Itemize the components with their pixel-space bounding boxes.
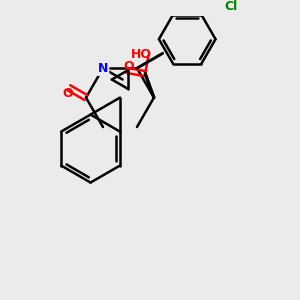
Text: Cl: Cl <box>225 0 238 13</box>
Text: O: O <box>123 60 134 73</box>
Text: N: N <box>98 62 108 75</box>
Text: HO: HO <box>131 48 152 61</box>
Text: O: O <box>62 87 73 100</box>
